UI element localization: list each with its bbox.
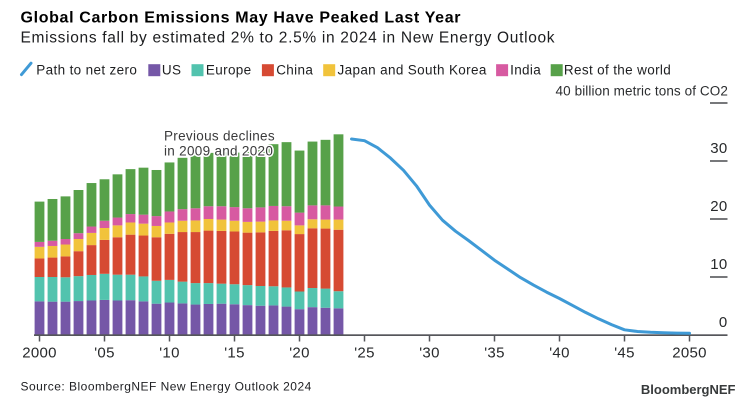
svg-text:'25: '25 [354, 345, 374, 362]
svg-text:in 2009 and 2020: in 2009 and 2020 [164, 143, 273, 158]
svg-text:Global Carbon Emissions May Ha: Global Carbon Emissions May Have Peaked … [21, 10, 462, 27]
svg-text:'40: '40 [549, 345, 569, 362]
svg-text:30: 30 [710, 140, 727, 157]
svg-text:'20: '20 [289, 345, 309, 362]
svg-text:10: 10 [710, 256, 727, 273]
svg-text:BloombergNEF: BloombergNEF [641, 382, 736, 397]
svg-text:'35: '35 [484, 345, 504, 362]
svg-text:'15: '15 [224, 345, 244, 362]
svg-text:20: 20 [710, 198, 727, 215]
svg-text:'05: '05 [94, 345, 114, 362]
svg-text:'45: '45 [614, 345, 634, 362]
svg-text:Emissions fall by estimated 2%: Emissions fall by estimated 2% to 2.5% i… [21, 30, 556, 47]
svg-text:Europe: Europe [206, 62, 252, 77]
svg-text:0: 0 [719, 314, 728, 331]
svg-text:India: India [510, 62, 541, 77]
svg-text:'30: '30 [419, 345, 439, 362]
svg-text:Previous declines: Previous declines [164, 128, 275, 143]
svg-text:China: China [276, 62, 313, 77]
svg-text:2000: 2000 [22, 345, 57, 362]
svg-text:2050: 2050 [672, 345, 707, 362]
svg-text:Japan and South Korea: Japan and South Korea [338, 62, 487, 77]
svg-text:Path to net zero: Path to net zero [36, 62, 137, 77]
svg-text:Source: BloombergNEF New Energ: Source: BloombergNEF New Energy Outlook … [21, 380, 312, 394]
svg-text:40 billion metric tons of CO2: 40 billion metric tons of CO2 [556, 84, 728, 99]
svg-text:'10: '10 [159, 345, 179, 362]
svg-text:Rest of the world: Rest of the world [564, 62, 671, 77]
svg-text:US: US [162, 62, 181, 77]
